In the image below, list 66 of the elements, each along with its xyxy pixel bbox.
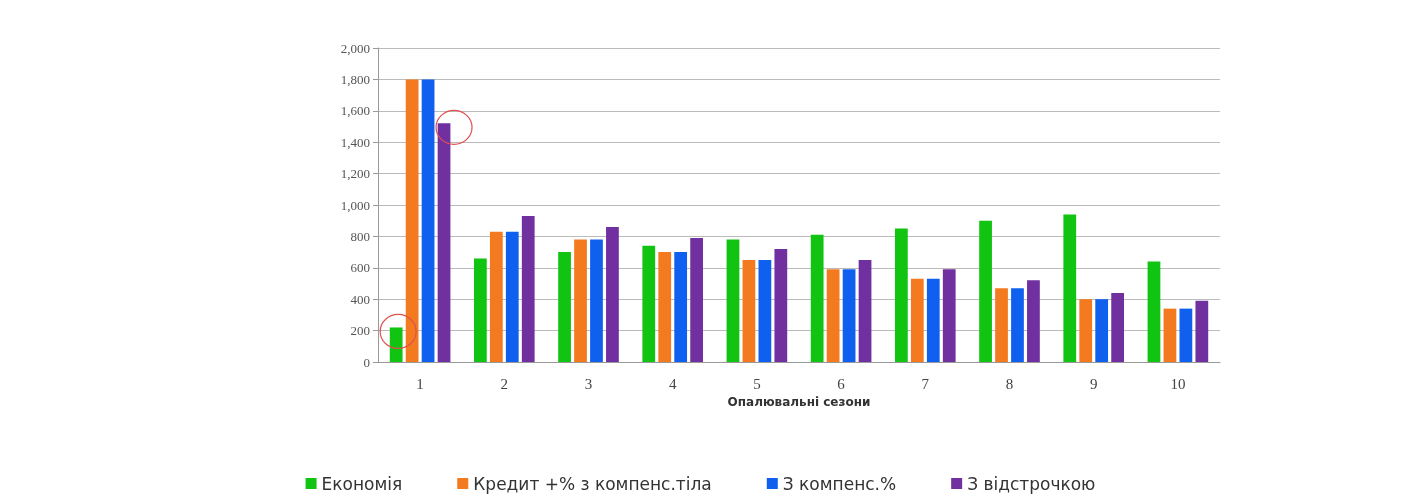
y-tick-label: 200: [350, 323, 370, 339]
x-tick-label: 6: [837, 375, 846, 392]
bar: [726, 239, 740, 362]
bar: [437, 123, 451, 362]
bar: [405, 79, 419, 362]
bar: [1027, 280, 1040, 362]
bar: [558, 252, 571, 362]
x-tick-label: 4: [668, 375, 677, 392]
x-tick-label: 3: [584, 375, 593, 392]
x-tick-label: 5: [753, 375, 761, 392]
bar: [1179, 308, 1193, 362]
bar: [521, 215, 535, 362]
legend-label: Кредит +% з компенс.тіла: [473, 473, 712, 494]
bar: [389, 327, 403, 362]
y-tick-label: 1,800: [340, 71, 370, 87]
bar: [642, 245, 656, 362]
bar: [894, 228, 908, 362]
y-tick-label: 2,000: [340, 40, 370, 56]
bar: [910, 278, 924, 362]
legend-label: З компенс.%: [782, 473, 897, 494]
x-tick-label: 1: [416, 375, 424, 392]
bar: [1095, 299, 1109, 362]
bar: [606, 226, 619, 362]
legend-label: З відстрочкою: [967, 473, 1096, 494]
bar: [995, 288, 1008, 362]
bar: [1195, 300, 1209, 362]
bar: [489, 231, 503, 362]
legend-label: Економія: [321, 473, 403, 494]
bar: [505, 231, 519, 362]
bar: [742, 259, 756, 362]
bar: [473, 258, 487, 362]
bar: [421, 79, 435, 362]
bar: [858, 259, 872, 362]
bar: [674, 252, 688, 362]
bar: [574, 239, 587, 362]
x-axis-title: Опалювальні сезони: [727, 395, 871, 409]
x-tick-label: 9: [1089, 375, 1098, 392]
y-tick-label: 1,200: [340, 166, 370, 182]
bar: [1079, 299, 1093, 362]
bar: [979, 220, 992, 362]
y-tick-label: 0: [363, 354, 370, 370]
y-tick-label: 600: [350, 260, 370, 276]
bar: [842, 269, 856, 362]
x-tick-label: 7: [921, 375, 930, 392]
bar: [1011, 288, 1024, 362]
y-tick-label: 400: [350, 291, 370, 307]
bar: [758, 259, 772, 362]
x-tick-label: 8: [1005, 375, 1014, 392]
y-tick-label: 1,400: [340, 134, 370, 150]
bar: [1063, 214, 1077, 362]
bar: [926, 278, 940, 362]
x-tick-label: 2: [500, 375, 509, 392]
bar: [826, 269, 840, 362]
bar: [658, 252, 672, 362]
bar: [690, 237, 704, 362]
bar: [1111, 292, 1125, 362]
bar: [774, 248, 788, 362]
y-tick-label: 800: [350, 228, 370, 244]
y-tick-label: 1,000: [340, 197, 370, 213]
bar: [942, 269, 956, 362]
bar: [1147, 261, 1161, 362]
bar: [590, 239, 603, 362]
x-tick-label: 10: [1170, 375, 1186, 392]
y-tick-label: 1,600: [340, 103, 370, 119]
bar: [810, 234, 824, 362]
bar: [1163, 308, 1177, 362]
